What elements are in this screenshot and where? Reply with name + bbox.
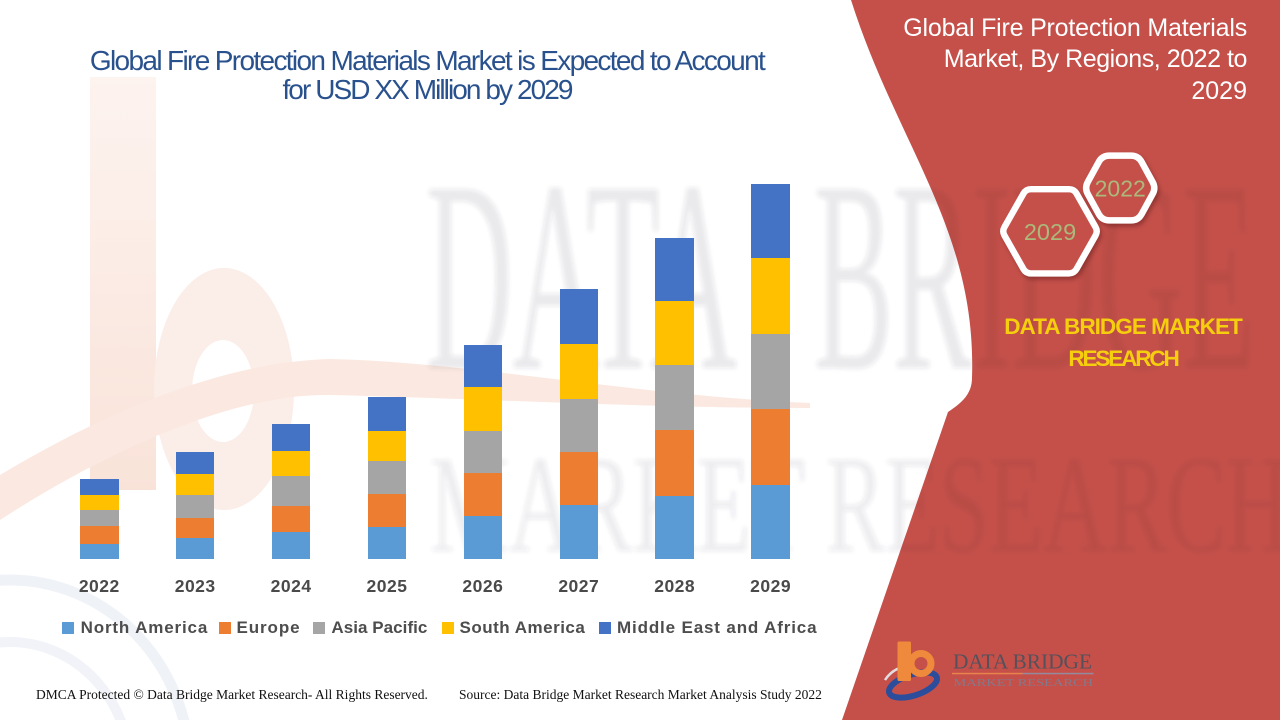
svg-text:2022: 2022 <box>1095 175 1146 201</box>
svg-text:2029: 2029 <box>1024 219 1076 245</box>
svg-text:MARKET RESEARCH: MARKET RESEARCH <box>954 677 1094 689</box>
svg-text:DATA BRIDGE: DATA BRIDGE <box>953 649 1092 673</box>
